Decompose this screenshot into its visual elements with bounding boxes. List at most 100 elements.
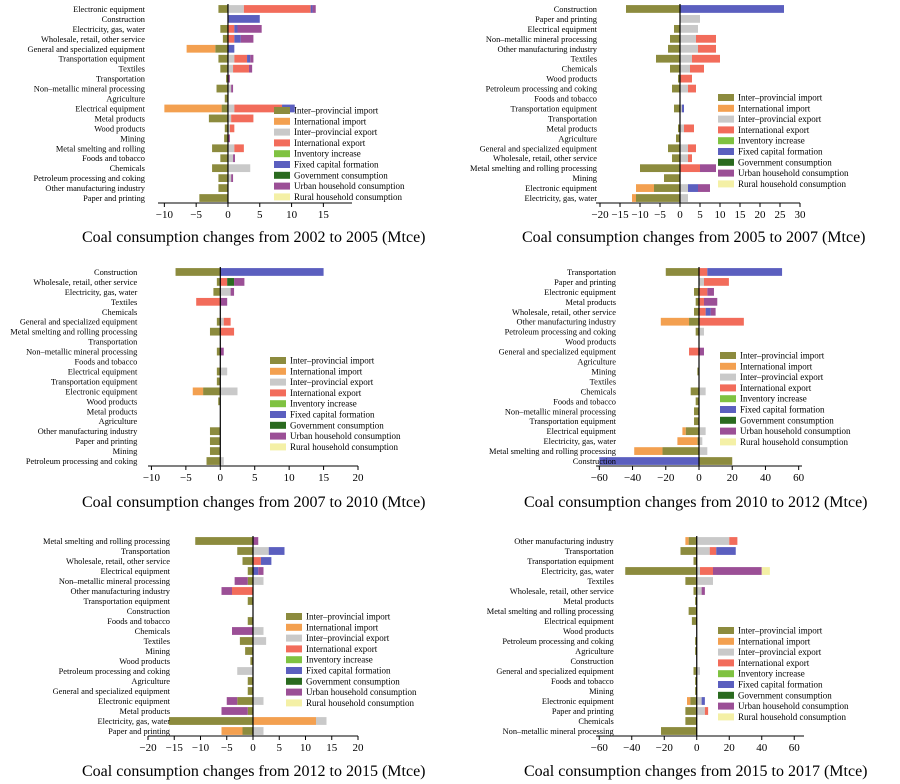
bar-segment <box>224 134 228 143</box>
bar-segment <box>195 537 253 545</box>
bar-segment <box>680 34 696 43</box>
legend-label: Inter–provincial import <box>290 356 375 366</box>
legend-swatch <box>720 384 736 392</box>
x-tick-label: 10 <box>286 209 298 221</box>
legend-label: Inventory increase <box>738 136 805 146</box>
bar-segment <box>227 114 232 123</box>
x-tick-label: 15 <box>318 209 330 221</box>
x-tick-label: 20 <box>755 209 767 221</box>
bar-segment <box>691 617 697 625</box>
legend-swatch <box>286 688 302 696</box>
x-tick-label: 10 <box>284 472 296 484</box>
bar-segment <box>696 667 700 675</box>
legend-label: International import <box>738 103 811 113</box>
x-tick-label: −10 <box>631 209 649 221</box>
category-label: Agriculture <box>99 417 138 426</box>
category-label: Non–metallic mineral processing <box>503 727 615 736</box>
bar-segment <box>662 447 699 455</box>
x-tick-label: 20 <box>353 742 365 754</box>
category-label: Transportation <box>565 547 615 556</box>
bar-segment <box>216 347 221 356</box>
category-label: Textiles <box>111 298 137 307</box>
bar-segment <box>700 164 716 173</box>
category-label: Other manufacturing industry <box>497 45 597 54</box>
category-label: General and specialized equipment <box>20 318 138 327</box>
bar-segment <box>212 164 228 173</box>
bar-segment <box>268 547 285 555</box>
bar-segment <box>696 577 713 585</box>
bar-segment <box>221 707 248 715</box>
x-tick-label: −15 <box>166 742 184 754</box>
category-label: Non–metallic mineral processing <box>34 85 146 94</box>
legend-label: Government consumption <box>294 170 388 180</box>
x-tick-label: −20 <box>139 742 157 754</box>
x-tick-label: 5 <box>257 209 263 221</box>
category-label: Transportation equipment <box>527 557 614 566</box>
chart-caption: Coal consumption changes from 2007 to 20… <box>82 494 426 511</box>
category-label: Paper and printing <box>108 727 171 736</box>
legend-label: Fixed capital formation <box>294 160 379 170</box>
legend-label: International import <box>290 366 363 376</box>
category-label: Electronic equipment <box>544 288 617 297</box>
bar-segment <box>220 457 224 465</box>
bar-segment <box>761 567 770 575</box>
legend-label: Government consumption <box>740 415 834 425</box>
x-tick-label: 60 <box>789 742 801 754</box>
legend-swatch <box>270 357 286 364</box>
legend-swatch <box>720 395 736 403</box>
bar-segment <box>688 184 698 192</box>
legend-swatch <box>270 432 286 440</box>
category-label: Agriculture <box>558 134 597 143</box>
x-tick-label: 10 <box>715 209 727 221</box>
bar-segment <box>698 44 716 53</box>
bar-segment <box>688 154 692 163</box>
bar-segment <box>668 144 680 153</box>
category-label: Transportation <box>88 338 138 347</box>
legend-label: International import <box>740 361 813 371</box>
legend-swatch <box>286 677 302 685</box>
bar-segment <box>234 144 244 153</box>
bar-segment <box>699 327 704 336</box>
bar-segment <box>680 124 684 133</box>
x-tick-label: −20 <box>591 209 609 221</box>
bar-segment <box>212 144 228 153</box>
category-label: Agriculture <box>106 95 145 104</box>
bar-segment <box>186 44 216 53</box>
bar-segment <box>729 537 738 545</box>
legend-label: Urban household consumption <box>738 701 849 711</box>
category-label: Textiles <box>587 577 613 586</box>
bar-segment <box>688 607 697 615</box>
legend-swatch <box>718 148 734 155</box>
x-tick-label: 0 <box>250 742 256 754</box>
category-label: Metal smelting and rolling processing <box>489 447 617 456</box>
category-label: General and specialized equipment <box>499 348 617 357</box>
category-label: Foods and tobacco <box>107 617 170 626</box>
chart-caption: Coal consumption changes from 2012 to 20… <box>82 763 426 780</box>
bar-segment <box>680 64 690 73</box>
bar-segment <box>242 727 253 735</box>
category-label: Electricity, gas, water <box>72 25 145 34</box>
bar-segment <box>196 297 221 306</box>
bar-segment <box>695 687 697 695</box>
bar-segment <box>218 174 228 182</box>
bar-segment <box>220 268 324 276</box>
bar-segment <box>690 697 697 705</box>
bar-segment <box>227 164 251 173</box>
legend-swatch <box>718 691 734 699</box>
bar-segment <box>684 124 694 133</box>
legend-swatch <box>718 713 734 721</box>
x-tick-label: 15 <box>735 209 747 221</box>
x-tick-label: −20 <box>656 742 674 754</box>
legend-swatch <box>720 362 736 370</box>
bar-segment <box>247 577 253 585</box>
bar-segment <box>220 287 231 296</box>
legend-swatch <box>718 104 734 112</box>
category-label: Textiles <box>571 55 597 64</box>
bar-segment <box>668 44 680 53</box>
category-label: Petroleum processing and coking <box>502 637 614 646</box>
bar-segment <box>220 64 228 73</box>
bar-segment <box>231 114 254 123</box>
legend-swatch <box>720 406 736 413</box>
legend-label: International import <box>294 116 367 126</box>
